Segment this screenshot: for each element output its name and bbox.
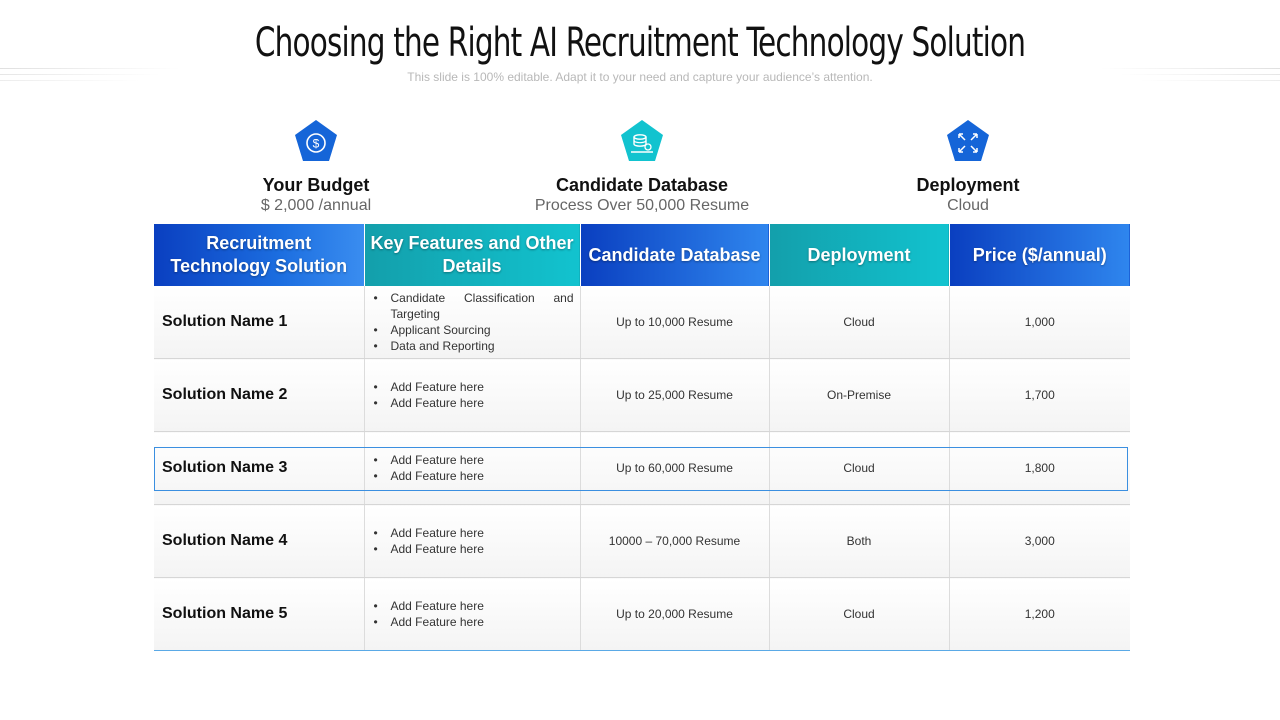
database-cell: 10000 – 70,000 Resume	[580, 504, 770, 578]
column-header: Deployment	[768, 224, 949, 286]
solution-name: Solution Name 3	[154, 431, 365, 505]
decorative-line-left	[0, 74, 160, 75]
info-value: Process Over 50,000 Resume	[534, 197, 750, 214]
deployment-cell: Cloud	[769, 577, 950, 651]
deployment-cell: On-Premise	[769, 358, 950, 432]
feature-item: Add Feature here	[374, 525, 574, 541]
decorative-line-right	[1140, 80, 1280, 81]
table-header-row: Recruitment Technology Solution Key Feat…	[154, 224, 1130, 286]
info-deployment: Deployment Cloud	[818, 118, 1118, 216]
column-header: Key Features and Other Details	[363, 224, 580, 286]
column-header: Candidate Database	[579, 224, 769, 286]
table-row: Solution Name 2 Add Feature here Add Fea…	[154, 358, 1130, 432]
feature-item: Applicant Sourcing	[374, 322, 574, 338]
info-value: $ 2,000 /annual	[260, 197, 372, 214]
deployment-cell: Cloud	[769, 286, 950, 359]
table-row: Solution Name 5 Add Feature here Add Fea…	[154, 577, 1130, 651]
database-cell: Up to 25,000 Resume	[580, 358, 770, 432]
feature-list-cell: Add Feature here Add Feature here	[364, 358, 581, 432]
feature-list-cell: Add Feature here Add Feature here	[364, 504, 581, 578]
price-cell: 1,700	[949, 358, 1130, 432]
column-header: Recruitment Technology Solution	[154, 224, 364, 286]
decorative-line-right	[1100, 68, 1280, 69]
price-cell: 1,200	[949, 577, 1130, 651]
feature-item: Add Feature here	[374, 452, 574, 468]
price-cell: 3,000	[949, 504, 1130, 578]
column-header: Price ($/annual)	[948, 224, 1130, 286]
feature-item: Add Feature here	[374, 598, 574, 614]
info-heading: Deployment	[916, 175, 1020, 195]
decorative-line-left	[0, 68, 180, 69]
feature-list-cell: Add Feature here Add Feature here	[364, 577, 581, 651]
feature-item: Add Feature here	[374, 395, 574, 411]
decorative-line-left	[0, 80, 140, 81]
feature-item: Data and Reporting	[374, 338, 574, 354]
info-budget: $ Your Budget $ 2,000 /annual	[166, 118, 466, 216]
price-cell: 1,800	[949, 431, 1130, 505]
page-subtitle: This slide is 100% editable. Adapt it to…	[407, 70, 873, 84]
info-heading: Your Budget	[262, 175, 370, 195]
table-row: Solution Name 3 Add Feature here Add Fea…	[154, 431, 1130, 505]
deployment-cell: Cloud	[769, 431, 950, 505]
svg-text:$: $	[313, 137, 320, 151]
decorative-line-right	[1120, 74, 1280, 75]
feature-item: Add Feature here	[374, 468, 574, 484]
solution-name: Solution Name 4	[154, 504, 365, 578]
feature-item: Add Feature here	[374, 541, 574, 557]
info-value: Cloud	[947, 197, 989, 214]
table-row: Solution Name 1 Candidate Classification…	[154, 286, 1130, 359]
solution-name: Solution Name 2	[154, 358, 365, 432]
feature-item: Candidate Classification and Targeting	[374, 290, 574, 322]
feature-list-cell: Add Feature here Add Feature here	[364, 431, 581, 505]
database-cell: Up to 60,000 Resume	[580, 431, 770, 505]
solution-name: Solution Name 5	[154, 577, 365, 651]
dollar-icon: $	[295, 120, 337, 161]
feature-item: Add Feature here	[374, 614, 574, 630]
info-candidate-database: Candidate Database Process Over 50,000 R…	[492, 118, 792, 216]
info-heading: Candidate Database	[555, 175, 729, 195]
deployment-cell: Both	[769, 504, 950, 578]
comparison-table: Recruitment Technology Solution Key Feat…	[154, 224, 1130, 651]
table-row: Solution Name 4 Add Feature here Add Fea…	[154, 504, 1130, 578]
page-title: Choosing the Right AI Recruitment Techno…	[254, 20, 1026, 66]
expand-arrows-icon	[947, 120, 989, 161]
solution-name: Solution Name 1	[154, 286, 365, 359]
feature-list-cell: Candidate Classification and Targeting A…	[364, 286, 581, 359]
database-cell: Up to 10,000 Resume	[580, 286, 770, 359]
database-cell: Up to 20,000 Resume	[580, 577, 770, 651]
price-cell: 1,000	[949, 286, 1130, 359]
feature-item: Add Feature here	[374, 379, 574, 395]
database-icon	[621, 120, 663, 161]
